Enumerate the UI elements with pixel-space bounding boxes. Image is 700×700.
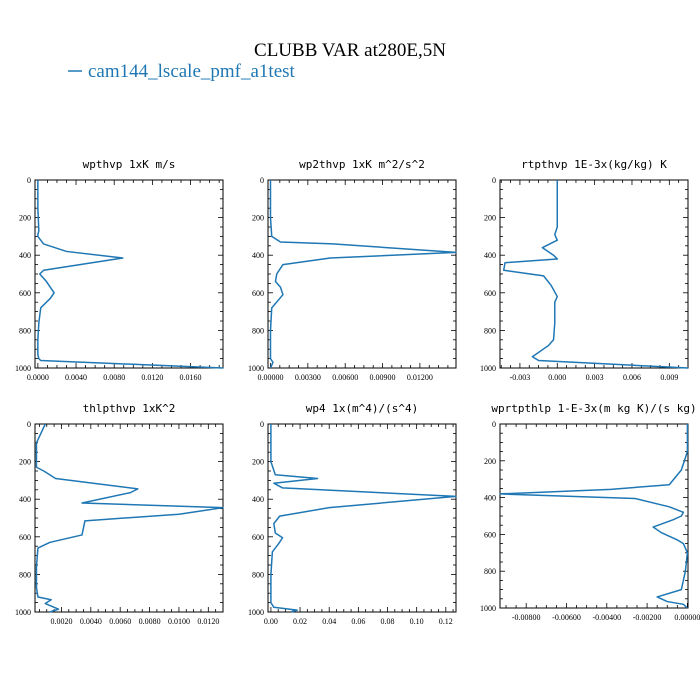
x-tick-label: 0.0040 <box>65 373 87 382</box>
y-tick-label: 0 <box>260 176 264 185</box>
y-tick-label: 800 <box>252 570 264 579</box>
y-tick-label: 600 <box>484 289 496 298</box>
x-tick-label: 0.006 <box>623 373 641 382</box>
plot-frame <box>34 179 224 369</box>
x-tick-label: 0.0020 <box>50 617 72 626</box>
panel-title: wprtpthlp 1-E-3x(m kg K)/(s kg) <box>491 402 696 415</box>
series-line <box>270 424 457 613</box>
y-tick-label: 400 <box>252 251 264 260</box>
x-tick-label: 0.0100 <box>168 617 190 626</box>
plot-frame <box>267 179 457 369</box>
x-tick-label: 0.00600 <box>332 373 358 382</box>
y-tick-label: 1000 <box>480 604 496 613</box>
panel-title: wpthvp 1xK m/s <box>83 158 176 171</box>
y-tick-label: 400 <box>19 251 31 260</box>
x-tick-label: 0.04 <box>322 617 336 626</box>
y-tick-label: 400 <box>484 494 496 503</box>
x-tick-label: -0.00200 <box>633 613 662 622</box>
x-tick-label: -0.003 <box>510 373 531 382</box>
y-tick-label: 400 <box>252 495 264 504</box>
y-tick-label: 400 <box>484 251 496 260</box>
x-tick-label: 0.0120 <box>197 617 219 626</box>
series-line <box>269 180 457 369</box>
x-tick-label: 0.00000 <box>257 373 283 382</box>
x-tick-label: 0.12 <box>439 617 453 626</box>
y-tick-label: 200 <box>19 458 31 467</box>
plot-frame <box>267 423 457 613</box>
chart-panel-4: thlpthvp 1xK^2 0 200 400 600 800 1000 0.0020 0.0… <box>15 402 224 626</box>
series-line <box>502 180 689 369</box>
x-tick-label: 0.02 <box>293 617 307 626</box>
x-tick-label: 0.06 <box>351 617 365 626</box>
y-tick-label: 1000 <box>15 364 31 373</box>
x-tick-label: 0.0000 <box>27 373 49 382</box>
series-line <box>37 180 224 369</box>
chart-panel-3: rtpthvp 1E-3x(kg/kg) K 0 200 400 600 800 1000 -… <box>480 158 689 382</box>
y-tick-label: 1000 <box>248 364 264 373</box>
y-tick-label: 200 <box>19 214 31 223</box>
y-tick-label: 200 <box>484 214 496 223</box>
y-tick-label: 800 <box>19 326 31 335</box>
x-tick-label: 0.0080 <box>139 617 161 626</box>
x-tick-label: -0.00800 <box>512 613 541 622</box>
x-tick-label: 0.0080 <box>103 373 125 382</box>
chart-panel-2: wp2thvp 1xK m^2/s^2020040060080010000.00… <box>248 158 457 382</box>
panel-title: rtpthvp 1E-3x(kg/kg) K <box>521 158 667 171</box>
y-tick-label: 800 <box>252 326 264 335</box>
panel-title: wp2thvp 1xK m^2/s^2 <box>299 158 425 171</box>
y-tick-label: 1000 <box>248 608 264 617</box>
x-tick-label: 0.0060 <box>109 617 131 626</box>
y-tick-label: 0 <box>492 420 496 429</box>
figure-title: CLUBB VAR at280E,5N <box>254 40 446 61</box>
y-tick-label: 0 <box>27 176 31 185</box>
x-tick-label: 0.00000 <box>674 613 700 622</box>
y-tick-label: 200 <box>252 458 264 467</box>
plot-frame <box>499 423 689 609</box>
y-tick-label: 600 <box>484 530 496 539</box>
y-tick-label: 800 <box>19 570 31 579</box>
x-tick-label: 0.10 <box>410 617 424 626</box>
chart-panel-6: wprtpthlp 1-E-3x(m kg K)/(s kg) 0 200 400 60… <box>480 402 700 622</box>
series-line <box>35 423 224 613</box>
panel-title: wp4 1x(m^4)/(s^4) <box>306 402 419 415</box>
x-tick-label: 0.009 <box>660 373 678 382</box>
y-tick-label: 1000 <box>15 608 31 617</box>
series-line <box>499 424 689 609</box>
x-tick-label: 0.00300 <box>295 373 321 382</box>
y-tick-label: 0 <box>27 420 31 429</box>
y-tick-label: 600 <box>19 533 31 542</box>
y-tick-label: 0 <box>260 420 264 429</box>
y-tick-label: 200 <box>252 214 264 223</box>
y-tick-label: 600 <box>19 289 31 298</box>
x-tick-label: 0.003 <box>586 373 604 382</box>
y-tick-label: 800 <box>484 567 496 576</box>
y-tick-label: 400 <box>19 495 31 504</box>
x-tick-label: 0.01200 <box>407 373 433 382</box>
legend-label: cam144_lscale_pmf_a1test <box>88 61 296 82</box>
x-tick-label: 0.0040 <box>80 617 102 626</box>
y-tick-label: 600 <box>252 289 264 298</box>
x-tick-label: -0.00600 <box>552 613 581 622</box>
x-tick-label: 0.00900 <box>370 373 396 382</box>
y-tick-label: 0 <box>492 176 496 185</box>
x-tick-label: 0.08 <box>381 617 395 626</box>
x-tick-label: 0.000 <box>548 373 566 382</box>
y-tick-label: 200 <box>484 457 496 466</box>
x-tick-label: 0.00 <box>264 617 278 626</box>
y-tick-label: 1000 <box>480 364 496 373</box>
x-tick-label: 0.0120 <box>141 373 163 382</box>
y-tick-label: 800 <box>484 326 496 335</box>
x-tick-label: -0.00400 <box>592 613 621 622</box>
y-tick-label: 600 <box>252 533 264 542</box>
x-tick-label: 0.0160 <box>180 373 202 382</box>
panel-title: thlpthvp 1xK^2 <box>83 402 176 415</box>
